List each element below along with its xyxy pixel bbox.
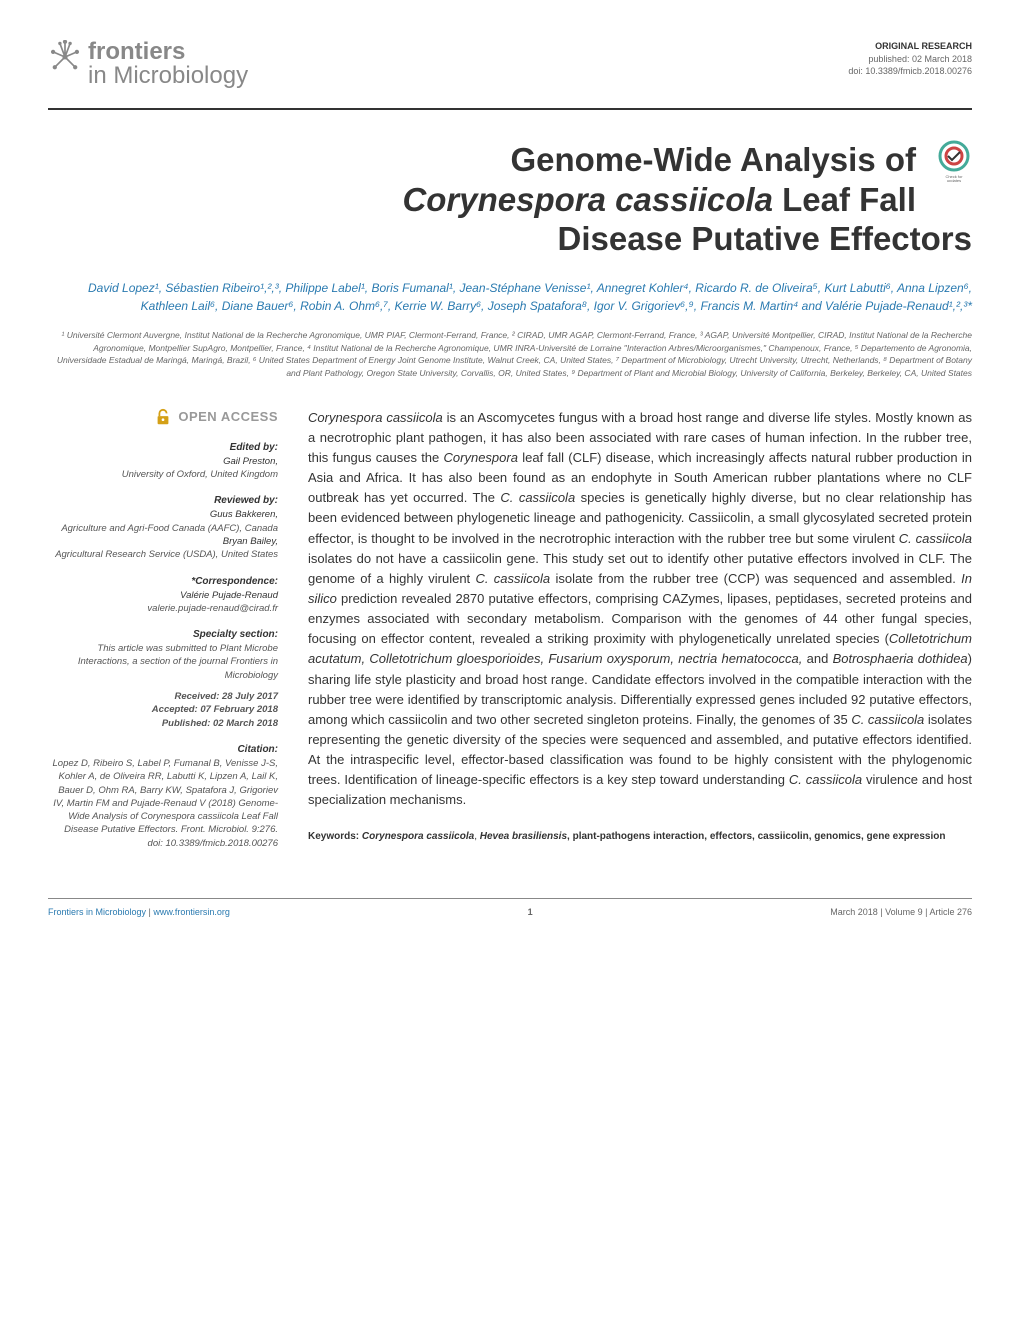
footer-right: March 2018 | Volume 9 | Article 276 (830, 907, 972, 917)
check-updates-badge[interactable]: Check for updates (936, 140, 972, 187)
title-line3: Disease Putative Effectors (557, 220, 972, 257)
affiliations: ¹ Université Clermont Auvergne, Institut… (48, 329, 972, 380)
corr-name: Valérie Pujade-Renaud (180, 590, 278, 601)
editor-aff: University of Oxford, United Kingdom (122, 469, 278, 480)
footer-site-link[interactable]: www.frontiersin.org (153, 907, 230, 917)
page-number: 1 (528, 907, 533, 917)
keywords: Keywords: Corynespora cassiicola, Hevea … (308, 829, 972, 844)
sidebar: OPEN ACCESS Edited by: Gail Preston, Univ… (48, 408, 278, 858)
edited-by-heading: Edited by: (48, 442, 278, 453)
svg-text:updates: updates (947, 178, 961, 182)
reviewer1-name: Guus Bakkeren, (210, 509, 278, 520)
published-date: Published: 02 March 2018 (162, 718, 278, 729)
reviewer1-aff: Agriculture and Agri-Food Canada (AAFC),… (61, 523, 278, 534)
title-species: Corynespora cassiicola (402, 181, 773, 218)
frontiers-logo-icon (48, 40, 82, 74)
corr-email[interactable]: valerie.pujade-renaud@cirad.fr (147, 603, 278, 614)
correspondence-heading: *Correspondence: (48, 576, 278, 587)
abstract-text: Corynespora cassiicola is an Ascomycetes… (308, 408, 972, 811)
logo-journal: in Microbiology (88, 62, 248, 89)
specialty-heading: Specialty section: (48, 629, 278, 640)
publication-info: ORIGINAL RESEARCH published: 02 March 20… (848, 40, 972, 78)
specialty-text: This article was submitted to Plant Micr… (48, 642, 278, 682)
doi-link[interactable]: doi: 10.3389/fmicb.2018.00276 (848, 65, 972, 78)
open-access-label: OPEN ACCESS (178, 409, 278, 424)
pub-date: published: 02 March 2018 (848, 53, 972, 66)
header-rule (48, 108, 972, 110)
reviewer2-name: Bryan Bailey, (223, 536, 278, 547)
title-line2-rest: Leaf Fall (773, 181, 916, 218)
accepted-date: Accepted: 07 February 2018 (152, 704, 278, 715)
open-lock-icon (154, 408, 172, 426)
received-date: Received: 28 July 2017 (174, 691, 278, 702)
footer-left: Frontiers in Microbiology | www.frontier… (48, 907, 230, 917)
citation-heading: Citation: (48, 744, 278, 755)
open-access-badge: OPEN ACCESS (48, 408, 278, 426)
editor-name: Gail Preston, (223, 456, 278, 467)
author-list: David Lopez¹, Sébastien Ribeiro¹,²,³, Ph… (48, 279, 972, 315)
article-type: ORIGINAL RESEARCH (848, 40, 972, 53)
page-footer: Frontiers in Microbiology | www.frontier… (48, 898, 972, 917)
logo-brand: frontiers (88, 38, 185, 65)
journal-logo: frontiers in Microbiology (48, 40, 248, 88)
header-bar: frontiers in Microbiology ORIGINAL RESEA… (48, 40, 972, 88)
reviewer2-aff: Agricultural Research Service (USDA), Un… (55, 549, 278, 560)
article-title: Genome-Wide Analysis of Corynespora cass… (48, 140, 972, 259)
citation-text: Lopez D, Ribeiro S, Label P, Fumanal B, … (48, 757, 278, 850)
abstract-column: Corynespora cassiicola is an Ascomycetes… (308, 408, 972, 858)
title-line1: Genome-Wide Analysis of (510, 141, 916, 178)
footer-journal-link[interactable]: Frontiers in Microbiology (48, 907, 146, 917)
reviewed-by-heading: Reviewed by: (48, 495, 278, 506)
logo-text: frontiers in Microbiology (88, 40, 248, 88)
